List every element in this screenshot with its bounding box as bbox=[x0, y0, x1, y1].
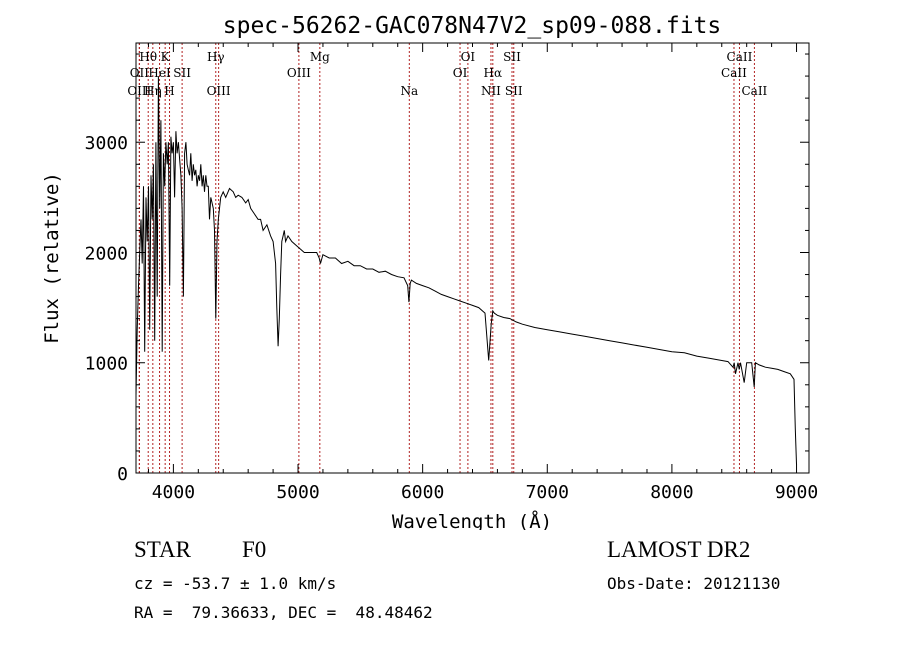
observation-date: Obs-Date: 20121130 bbox=[607, 574, 781, 593]
line-label-5: Hη bbox=[144, 84, 162, 98]
y-tick-label: 2000 bbox=[85, 243, 128, 264]
line-label-16: Hα bbox=[484, 66, 503, 80]
line-label-10: Mg bbox=[310, 50, 330, 64]
object-class: STAR bbox=[134, 537, 191, 562]
x-tick-label: 4000 bbox=[152, 482, 195, 503]
plot-frame bbox=[135, 42, 810, 474]
line-label-12: Na bbox=[400, 84, 418, 98]
line-label-1: OII bbox=[130, 66, 150, 80]
x-tick-label: 6000 bbox=[401, 482, 444, 503]
x-tick-label: 9000 bbox=[775, 482, 818, 503]
line-label-6: SII bbox=[173, 66, 191, 80]
line-label-7: H bbox=[164, 84, 174, 98]
spectral-line-markers bbox=[138, 43, 755, 473]
survey-name: LAMOST DR2 bbox=[607, 537, 751, 562]
line-label-11: OIII bbox=[287, 66, 311, 80]
line-label-9: OIII bbox=[207, 84, 231, 98]
y-axis-label: Flux (relative) bbox=[41, 172, 63, 344]
y-axis: 0 1000 2000 3000 bbox=[85, 53, 809, 485]
spectral-line-labels: Hθ OII OIII K HeI Hη SII H Hγ OIII Mg OIII Na OI OI SII… bbox=[127, 50, 767, 98]
x-tick-label: 5000 bbox=[276, 482, 319, 503]
y-tick-label: 1000 bbox=[85, 354, 128, 375]
spectrum-chart: spec-56262-GAC078N47V2_sp09-088.fits Hθ O… bbox=[41, 13, 818, 530]
chart-title: spec-56262-GAC078N47V2_sp09-088.fits bbox=[223, 13, 722, 39]
object-subclass: F0 bbox=[242, 537, 267, 562]
line-label-19: CaII bbox=[727, 50, 753, 64]
line-label-3: K bbox=[161, 50, 171, 64]
x-axis: 4000 5000 6000 7000 8000 9000 bbox=[147, 43, 818, 503]
y-tick-label: 0 bbox=[117, 464, 128, 485]
spectrum-series-line bbox=[135, 76, 797, 465]
line-label-2: OIII bbox=[127, 84, 151, 98]
sky-coordinates: RA = 79.36633, DEC = 48.48462 bbox=[134, 603, 433, 622]
line-label-18: SII bbox=[505, 84, 523, 98]
line-label-14: OI bbox=[453, 66, 468, 80]
x-tick-label: 7000 bbox=[526, 482, 569, 503]
line-label-0: Hθ bbox=[139, 50, 157, 64]
redshift-value: cz = -53.7 ± 1.0 km/s bbox=[134, 574, 337, 593]
y-tick-label: 3000 bbox=[85, 133, 128, 154]
x-axis-label: Wavelength (Å) bbox=[392, 510, 552, 530]
line-label-8: Hγ bbox=[207, 50, 225, 64]
line-label-21: CaII bbox=[741, 84, 767, 98]
line-label-13: OI bbox=[461, 50, 476, 64]
line-label-15: SII bbox=[503, 50, 521, 64]
line-label-4: HeI bbox=[148, 66, 171, 80]
x-tick-label: 8000 bbox=[650, 482, 693, 503]
line-label-17: NII bbox=[481, 84, 501, 98]
line-label-20: CaII bbox=[721, 66, 747, 80]
